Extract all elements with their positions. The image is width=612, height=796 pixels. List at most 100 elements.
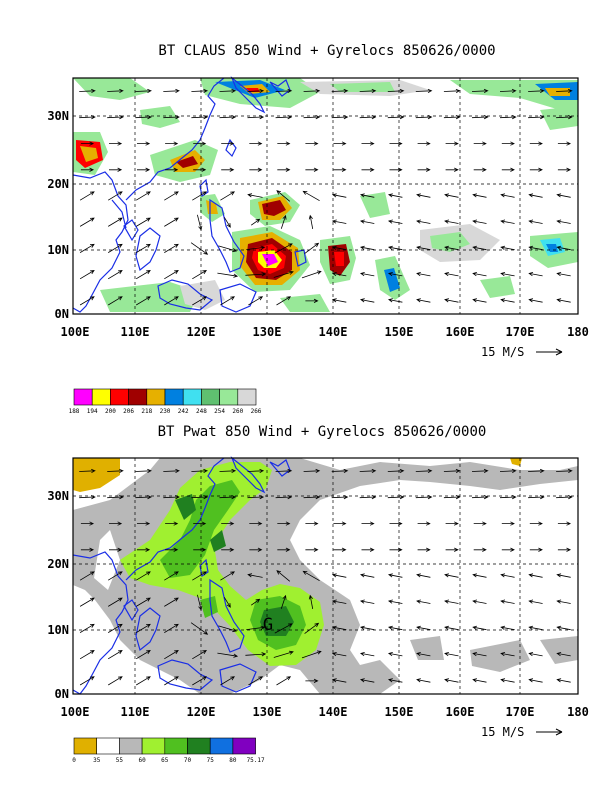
wind-vector — [528, 193, 543, 198]
wind-vector — [79, 296, 95, 306]
wind-vector — [444, 219, 459, 224]
wind-vector — [137, 521, 151, 526]
wind-vector — [248, 676, 264, 686]
wind-vector — [219, 115, 237, 120]
wind-vector — [135, 270, 151, 280]
wind-vector — [387, 468, 405, 474]
wind-vector — [245, 272, 267, 277]
wind-vector — [415, 495, 433, 500]
wind-vector — [387, 573, 403, 578]
panel2-lon-label: 140E — [319, 705, 348, 719]
wind-vector — [192, 650, 207, 660]
panel1-colorbar: 188 194 200 206 218 230 242 248 254 260 266 — [69, 388, 262, 415]
wind-vector — [248, 296, 264, 306]
wind-vector — [528, 652, 543, 657]
wind-vector — [79, 191, 95, 201]
wind-vector — [164, 650, 179, 660]
wind-vector — [107, 468, 124, 474]
colorbar-swatch — [237, 388, 257, 406]
wind-vector — [220, 676, 235, 686]
wind-vector — [557, 167, 572, 172]
wind-vector — [499, 88, 517, 94]
wind-vector — [164, 597, 179, 607]
wind-vector — [137, 141, 151, 146]
wind-vector — [193, 521, 207, 526]
wind-vector — [499, 468, 517, 474]
wind-vector — [192, 296, 207, 306]
colorbar-label: 70 — [184, 757, 192, 764]
wind-vector — [361, 141, 375, 146]
wind-vector — [472, 219, 487, 224]
wind-vector — [305, 547, 319, 552]
panel1-grid — [73, 78, 578, 314]
wind-vector — [301, 650, 322, 659]
wind-vector — [416, 272, 431, 277]
wind-vector — [163, 495, 180, 500]
wind-vector — [79, 571, 95, 581]
wind-vector — [250, 598, 261, 606]
wind-vector — [164, 191, 179, 201]
wind-vector — [197, 214, 203, 231]
wind-vector — [274, 243, 293, 254]
wind-vector — [277, 141, 291, 146]
wind-vector — [276, 570, 291, 582]
wind-vector — [359, 678, 375, 683]
wind-vector — [528, 298, 543, 303]
wind-vector — [331, 495, 349, 500]
wind-vector — [529, 141, 543, 146]
wind-vector — [164, 243, 179, 253]
wind-vector — [528, 573, 543, 578]
wind-vector — [245, 652, 267, 657]
wind-vector — [472, 599, 487, 604]
wind-vector — [416, 193, 431, 198]
wind-vector — [109, 521, 123, 526]
wind-vector — [220, 296, 235, 306]
wind-vector — [557, 141, 572, 146]
wind-vector — [472, 573, 487, 578]
wind-vector — [301, 270, 322, 279]
wind-vector — [275, 495, 293, 500]
wind-vector — [417, 167, 431, 172]
panel1-lon-label: 160E — [446, 325, 475, 339]
wind-vector — [193, 547, 207, 552]
wind-vector — [556, 193, 571, 198]
wind-vector — [529, 547, 543, 552]
colorbar-label: 188 — [69, 408, 80, 415]
wind-vector — [247, 193, 263, 198]
wind-vector — [275, 88, 293, 94]
wind-vector — [305, 521, 319, 526]
wind-vector — [219, 495, 237, 500]
colorbar-swatch — [209, 737, 234, 755]
wind-vector — [473, 547, 487, 552]
colorbar-swatch — [201, 388, 220, 406]
wind-vector — [387, 219, 403, 224]
wind-vector — [556, 652, 571, 657]
wind-vector — [246, 245, 266, 250]
wind-vector — [331, 678, 347, 683]
wind-vector — [135, 495, 152, 500]
wind-vector — [360, 245, 375, 251]
wind-vector — [164, 217, 179, 227]
wind-vector — [135, 623, 151, 633]
colorbar-label: 260 — [232, 408, 243, 415]
colorbar-swatch — [164, 388, 184, 406]
wind-vector — [80, 547, 95, 552]
wind-vector — [79, 468, 96, 474]
wind-vector — [556, 298, 571, 303]
colorbar-swatch — [91, 388, 111, 406]
wind-vector — [331, 219, 347, 224]
wind-vector — [79, 217, 95, 227]
wind-vector — [528, 495, 545, 500]
wind-vector — [331, 573, 347, 578]
wind-vector — [471, 495, 489, 500]
wind-vector — [192, 191, 207, 201]
wind-vector — [529, 167, 543, 172]
wind-vector — [359, 272, 375, 277]
wind-vector — [359, 88, 377, 94]
colorbar-swatch — [164, 737, 188, 755]
wind-vector — [277, 521, 291, 526]
panel2-lon-label: 150E — [385, 705, 414, 719]
panel2-grid — [73, 458, 578, 694]
panel2-lon-label: 130E — [253, 705, 282, 719]
wind-vector — [415, 115, 433, 120]
